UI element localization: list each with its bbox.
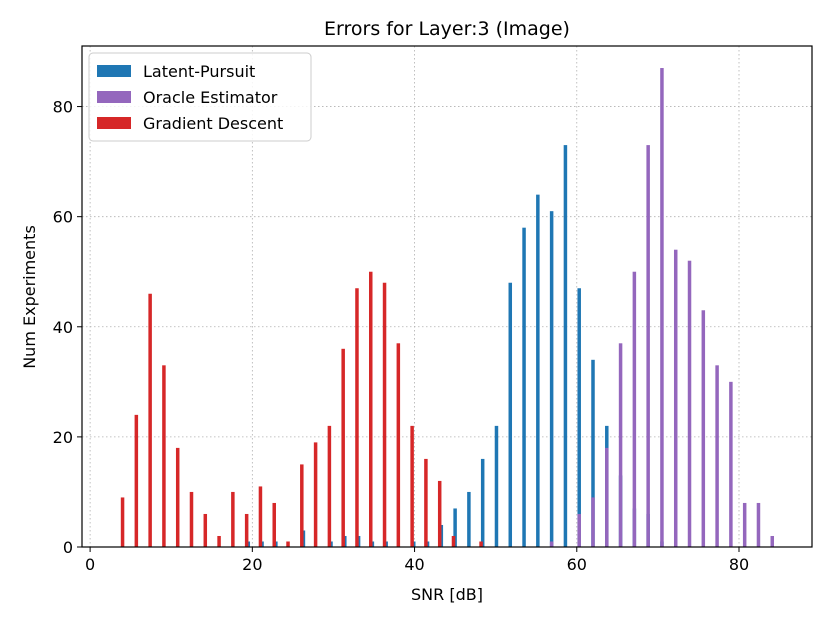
bar-gradient-descent bbox=[272, 502, 276, 547]
bar-latent-pursuit bbox=[480, 458, 485, 547]
bar-gradient-descent bbox=[148, 293, 152, 547]
bar-latent-pursuit bbox=[494, 425, 499, 547]
bar-gradient-descent bbox=[134, 414, 139, 547]
bar-gradient-descent bbox=[382, 282, 387, 547]
bar-oracle-estimator bbox=[742, 502, 747, 547]
bar-latent-pursuit bbox=[522, 227, 526, 547]
bar-oracle-estimator bbox=[756, 502, 761, 547]
bar-gradient-descent bbox=[341, 348, 345, 547]
bar-oracle-estimator bbox=[687, 260, 692, 547]
bar-gradient-descent bbox=[396, 343, 401, 547]
y-tick-label: 0 bbox=[63, 538, 73, 557]
bar-oracle-estimator bbox=[660, 68, 664, 548]
bar-gradient-descent bbox=[120, 497, 125, 547]
chart-title: Errors for Layer:3 (Image) bbox=[324, 18, 570, 40]
bar-latent-pursuit bbox=[591, 359, 595, 547]
bar-gradient-descent bbox=[231, 491, 235, 547]
bar-oracle-estimator bbox=[646, 145, 650, 547]
bar-latent-pursuit bbox=[536, 194, 540, 547]
bar-oracle-estimator bbox=[729, 381, 733, 547]
bar-gradient-descent bbox=[258, 486, 263, 547]
bar-gradient-descent bbox=[355, 288, 359, 547]
bar-oracle-estimator bbox=[618, 343, 623, 547]
legend-swatch bbox=[97, 91, 131, 103]
legend-swatch bbox=[97, 117, 131, 129]
bar-gradient-descent bbox=[437, 480, 442, 547]
bar-latent-pursuit bbox=[549, 211, 554, 547]
x-tick-label: 40 bbox=[404, 555, 424, 574]
bar-gradient-descent bbox=[369, 271, 373, 547]
bar-latent-pursuit bbox=[467, 491, 471, 547]
legend-label: Latent-Pursuit bbox=[143, 62, 255, 81]
bar-oracle-estimator bbox=[605, 447, 609, 547]
x-tick-label: 0 bbox=[85, 555, 95, 574]
legend-swatch bbox=[97, 65, 131, 77]
bar-latent-pursuit bbox=[508, 282, 513, 547]
bar-gradient-descent bbox=[313, 442, 318, 547]
legend: Latent-Pursuit Oracle Estimator Gradient D… bbox=[88, 52, 312, 142]
plot-frame bbox=[81, 45, 813, 548]
bar-latent-pursuit bbox=[563, 145, 568, 547]
legend-box bbox=[88, 52, 312, 142]
bar-oracle-estimator bbox=[549, 541, 554, 547]
bar-gradient-descent bbox=[286, 541, 290, 547]
bar-gradient-descent bbox=[175, 447, 180, 547]
bar-oracle-estimator bbox=[770, 535, 775, 547]
bar-gradient-descent bbox=[479, 541, 483, 547]
y-tick-label: 20 bbox=[53, 428, 73, 447]
bar-gradient-descent bbox=[424, 458, 428, 547]
bar-oracle-estimator bbox=[673, 249, 678, 547]
bar-oracle-estimator bbox=[701, 310, 706, 547]
bar-gradient-descent bbox=[300, 464, 304, 547]
y-tick-label: 40 bbox=[53, 318, 73, 337]
bar-gradient-descent bbox=[451, 535, 456, 547]
y-tick-label: 60 bbox=[53, 208, 73, 227]
bar-gradient-descent bbox=[189, 491, 194, 547]
bar-oracle-estimator bbox=[577, 513, 581, 547]
x-axis-label: SNR [dB] bbox=[411, 585, 483, 604]
bar-gradient-descent bbox=[244, 513, 249, 547]
y-axis-label: Num Experiments bbox=[20, 225, 39, 369]
bar-gradient-descent bbox=[410, 425, 414, 547]
legend-label: Gradient Descent bbox=[143, 114, 283, 133]
bar-latent-pursuit bbox=[453, 508, 457, 547]
bar-oracle-estimator bbox=[715, 365, 719, 547]
bar-oracle-estimator bbox=[632, 271, 637, 547]
x-tick-label: 80 bbox=[729, 555, 749, 574]
x-tick-label: 60 bbox=[567, 555, 587, 574]
x-tick-label: 20 bbox=[242, 555, 262, 574]
bar-latent-pursuit bbox=[577, 288, 581, 547]
y-tick-label: 80 bbox=[53, 98, 73, 117]
bar-gradient-descent bbox=[217, 535, 221, 547]
bar-gradient-descent bbox=[327, 425, 332, 547]
legend-label: Oracle Estimator bbox=[143, 88, 278, 107]
bar-gradient-descent bbox=[162, 365, 166, 547]
bar-oracle-estimator bbox=[591, 497, 595, 547]
axis-ticks: 0 20 40 60 80 0 20 40 60 80 bbox=[53, 98, 750, 574]
bar-gradient-descent bbox=[203, 513, 208, 547]
bars bbox=[120, 68, 775, 548]
